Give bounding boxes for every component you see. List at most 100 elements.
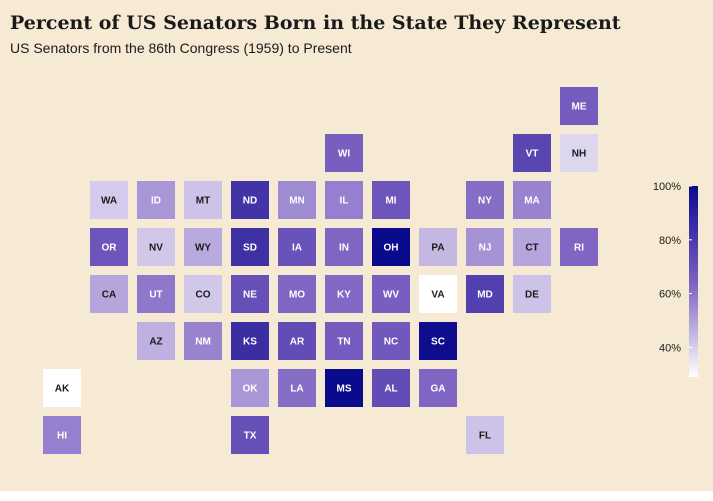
state-label: CO [196, 290, 211, 301]
state-tile-al: AL [372, 369, 410, 407]
legend-tick-label: 80% [659, 235, 681, 247]
state-label: OK [243, 384, 259, 395]
state-tile-ri: RI [560, 228, 598, 266]
state-tile-va: VA [419, 275, 457, 313]
state-tile-tn: TN [325, 322, 363, 360]
state-label: PA [431, 243, 444, 254]
state-tile-ia: IA [278, 228, 316, 266]
state-label: AZ [149, 337, 162, 348]
state-tile-me: ME [560, 87, 598, 125]
state-tile-nm: NM [184, 322, 222, 360]
state-tile-id: ID [137, 181, 175, 219]
state-label: MO [289, 290, 305, 301]
state-tile-co: CO [184, 275, 222, 313]
state-label: WV [383, 290, 399, 301]
state-label: MA [524, 196, 540, 207]
legend-ticks: 40% 60% 80% 100% [653, 181, 692, 354]
state-tile-or: OR [90, 228, 128, 266]
state-label: NY [478, 196, 492, 207]
state-label: WA [101, 196, 117, 207]
state-label: SD [243, 243, 257, 254]
state-label: TX [244, 431, 257, 442]
state-tile-in: IN [325, 228, 363, 266]
state-tile-ky: KY [325, 275, 363, 313]
state-label: IL [340, 196, 349, 207]
state-label: NV [149, 243, 163, 254]
state-label: ME [572, 102, 587, 113]
state-label: KY [337, 290, 351, 301]
state-tile-mo: MO [278, 275, 316, 313]
legend-tick-label: 40% [659, 342, 681, 354]
state-label: IN [339, 243, 349, 254]
state-tile-mi: MI [372, 181, 410, 219]
state-tile-wa: WA [90, 181, 128, 219]
state-label: AR [290, 337, 305, 348]
state-label: OR [102, 243, 118, 254]
state-label: LA [290, 384, 303, 395]
state-label: TN [337, 337, 350, 348]
state-tile-wy: WY [184, 228, 222, 266]
state-tile-nh: NH [560, 134, 598, 172]
state-label: HI [57, 431, 67, 442]
state-label: CA [102, 290, 116, 301]
state-tile-ut: UT [137, 275, 175, 313]
state-tile-de: DE [513, 275, 551, 313]
state-label: MI [385, 196, 396, 207]
state-tile-ny: NY [466, 181, 504, 219]
state-label: NC [384, 337, 398, 348]
state-tile-ga: GA [419, 369, 457, 407]
state-label: VT [526, 149, 539, 160]
state-label: VA [431, 290, 444, 301]
state-tile-hi: HI [43, 416, 81, 454]
state-label: FL [479, 431, 491, 442]
state-label: WI [338, 149, 350, 160]
state-label: ND [243, 196, 257, 207]
state-label: DE [525, 290, 539, 301]
state-tile-oh: OH [372, 228, 410, 266]
state-tile-nc: NC [372, 322, 410, 360]
state-tile-md: MD [466, 275, 504, 313]
state-tile-sc: SC [419, 322, 457, 360]
state-label: MN [289, 196, 305, 207]
state-tile-ak: AK [43, 369, 81, 407]
state-tile-nd: ND [231, 181, 269, 219]
state-tile-ks: KS [231, 322, 269, 360]
state-tile-sd: SD [231, 228, 269, 266]
state-tile-ca: CA [90, 275, 128, 313]
state-tile-az: AZ [137, 322, 175, 360]
state-label: SC [431, 337, 445, 348]
state-label: AK [55, 384, 70, 395]
state-tile-vt: VT [513, 134, 551, 172]
state-tile-pa: PA [419, 228, 457, 266]
state-label: GA [431, 384, 446, 395]
state-tile-il: IL [325, 181, 363, 219]
tile-grid: ME WI VT NH WA ID MT ND MN IL MI NY MA OR NV WY SD IA IN OH… [43, 87, 598, 454]
state-tile-tx: TX [231, 416, 269, 454]
state-label: NE [243, 290, 257, 301]
state-label: MS [337, 384, 352, 395]
state-tile-mt: MT [184, 181, 222, 219]
state-label: MT [196, 196, 210, 207]
color-legend: 40% 60% 80% 100% [653, 181, 698, 377]
state-tile-ar: AR [278, 322, 316, 360]
state-label: NH [572, 149, 586, 160]
legend-tick-label: 60% [659, 289, 681, 301]
state-tile-nv: NV [137, 228, 175, 266]
state-label: MD [477, 290, 493, 301]
state-label: UT [149, 290, 162, 301]
state-label: KS [243, 337, 257, 348]
state-tile-ne: NE [231, 275, 269, 313]
legend-color-bar [689, 186, 698, 377]
state-tile-wv: WV [372, 275, 410, 313]
state-tile-ct: CT [513, 228, 551, 266]
state-tile-ma: MA [513, 181, 551, 219]
state-label: IA [292, 243, 302, 254]
state-label: RI [574, 243, 584, 254]
state-tile-ms: MS [325, 369, 363, 407]
legend-tick-label: 100% [653, 181, 681, 193]
state-label: CT [525, 243, 538, 254]
state-label: NJ [479, 243, 492, 254]
state-tile-nj: NJ [466, 228, 504, 266]
